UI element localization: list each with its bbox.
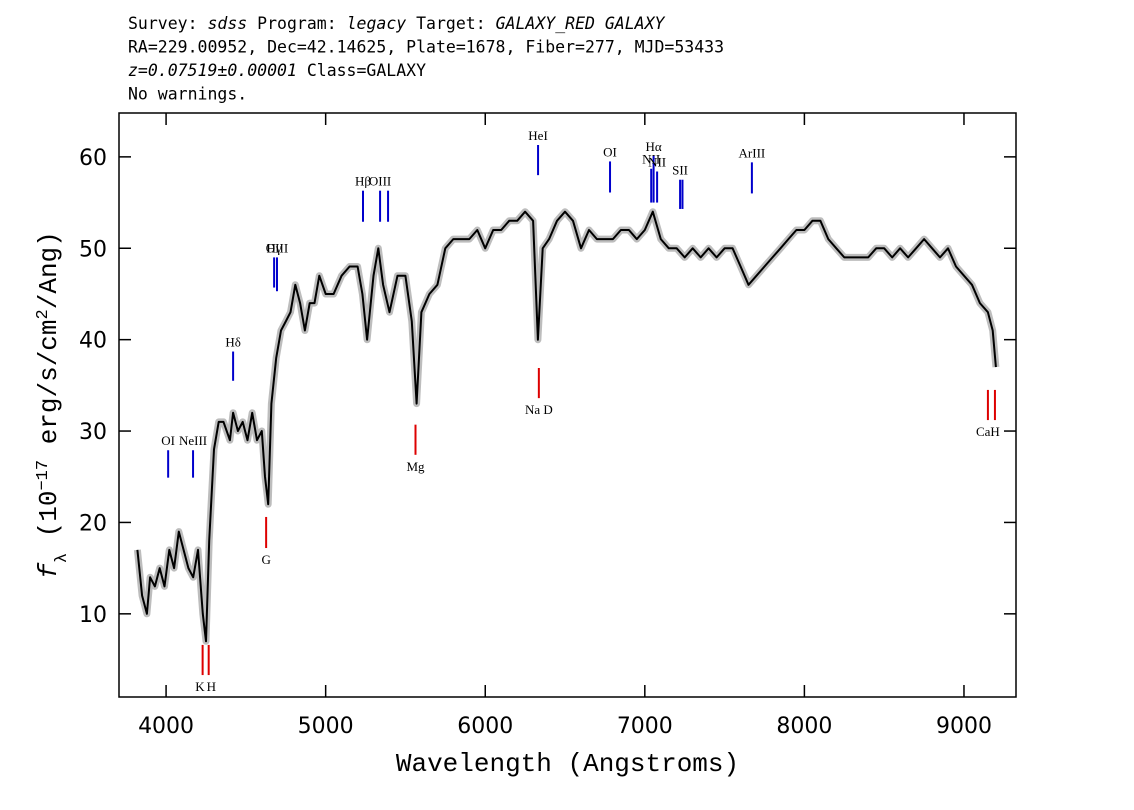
header-text: RA=229.00952, Dec=42.14625, Plate=1678, …	[128, 38, 724, 57]
header-line: No warnings.	[128, 85, 247, 104]
y-axis-label-part: λ	[53, 553, 72, 563]
spectral-line-label: OI	[161, 433, 175, 448]
y-tick-label: 10	[79, 603, 107, 628]
spectral-line-label: ArIII	[739, 145, 766, 160]
y-axis-label: fλ (10−17 erg/s/cm2/Ang)	[34, 231, 72, 579]
spectral-line-label: OIII	[266, 240, 288, 255]
spectral-line-label: Hγ	[267, 240, 282, 255]
error-band	[133, 208, 1000, 645]
spectral-line-label: NII	[648, 154, 666, 169]
spectral-line-label: Hβ	[355, 174, 371, 189]
spectral-line-label: OI	[603, 144, 617, 159]
spectrum-line	[136, 210, 997, 643]
y-axis-label-part: −17	[34, 460, 53, 491]
spectral-line-label: HeI	[528, 128, 548, 143]
spectral-line-label: CaH	[976, 424, 1000, 439]
y-axis-label-part: erg/s/cm	[34, 319, 64, 459]
spectral-line-label: NII	[642, 152, 660, 167]
spectral-line-label: SII	[672, 163, 688, 178]
y-tick-label: 60	[79, 146, 107, 171]
spectral-line-label: Na D	[525, 402, 553, 417]
spectral-line-label: K	[195, 679, 205, 694]
x-tick-label: 8000	[776, 714, 832, 739]
header-line: Survey: sdss Program: legacy Target: GAL…	[128, 14, 666, 33]
header-text: No warnings.	[128, 85, 247, 104]
header-line: RA=229.00952, Dec=42.14625, Plate=1678, …	[128, 38, 724, 57]
header-text: legacy	[347, 14, 407, 33]
x-tick-label: 6000	[457, 714, 513, 739]
header-text: sdss	[207, 14, 247, 33]
header-line: z=0.07519±0.00001 Class=GALAXY	[128, 61, 426, 80]
header-text: GALAXY_RED GALAXY	[496, 14, 666, 33]
spectral-line-label: Hα	[645, 139, 661, 154]
header-text: z=0.07519±0.00001	[128, 61, 297, 80]
x-tick-label: 5000	[298, 714, 354, 739]
y-axis-label-part: (10	[34, 491, 64, 553]
header-text: Program:	[247, 14, 346, 33]
y-tick-label: 30	[79, 420, 107, 445]
spectral-line-label: OIII	[369, 174, 391, 189]
y-tick-label: 40	[79, 329, 107, 354]
y-axis-label-part: 2	[34, 309, 53, 319]
x-axis-label: Wavelength (Angstroms)	[396, 749, 739, 779]
y-tick-label: 20	[79, 511, 107, 536]
y-axis-label-part: /Ang)	[34, 231, 64, 309]
spectral-line-label: NeIII	[179, 433, 207, 448]
spectral-line-label: Hδ	[225, 335, 241, 350]
x-tick-label: 7000	[617, 714, 673, 739]
spectral-line-label: Mg	[406, 459, 425, 474]
header-text: Class=GALAXY	[297, 61, 426, 80]
spectral-line-label: H	[207, 679, 216, 694]
header-text: Survey:	[128, 14, 207, 33]
plot-frame	[118, 112, 1017, 698]
spectral-line-label: G	[261, 552, 270, 567]
x-tick-label: 9000	[936, 714, 992, 739]
header-text: Target:	[406, 14, 495, 33]
y-axis-label-part: f	[34, 562, 64, 579]
y-tick-label: 50	[79, 237, 107, 262]
x-tick-label: 4000	[138, 714, 194, 739]
